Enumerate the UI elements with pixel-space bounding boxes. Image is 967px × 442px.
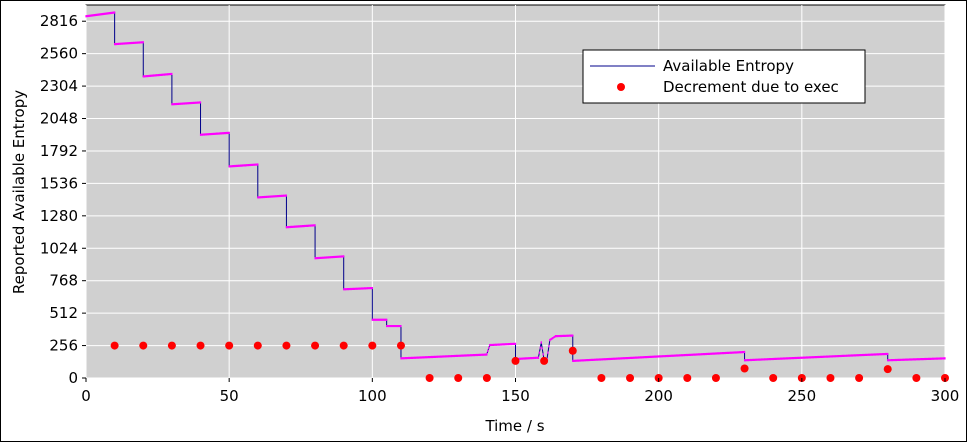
entropy-marker-run [114, 41, 144, 46]
exec-point [396, 341, 405, 350]
y-axis-label: Reported Available Entropy [10, 90, 28, 294]
y-tick-label: 1536 [40, 174, 78, 192]
y-tick-label: 256 [49, 337, 78, 355]
exec-point [225, 341, 234, 350]
x-tick-label: 150 [501, 387, 530, 405]
exec-point [855, 374, 864, 382]
exec-point [282, 341, 291, 350]
y-tick-label: 1792 [40, 142, 78, 160]
x-tick-label: 300 [931, 387, 960, 405]
exec-point [454, 374, 463, 382]
y-tick-label: 512 [49, 304, 78, 322]
exec-point [912, 374, 921, 382]
exec-point [711, 374, 720, 382]
y-tick-label: 0 [68, 369, 78, 387]
y-tick-label: 2048 [40, 110, 78, 128]
exec-point [597, 374, 606, 382]
series-available-entropy [85, 11, 946, 362]
exec-point [110, 341, 119, 350]
y-tick-label: 768 [49, 272, 78, 290]
entropy-marker-run [85, 11, 116, 18]
exec-point [883, 365, 892, 374]
entropy-marker-run [343, 286, 373, 291]
entropy-marker-run [743, 352, 889, 362]
exec-point [568, 346, 577, 355]
entropy-marker-run [199, 131, 230, 136]
exec-point [540, 356, 549, 365]
entropy-marker-run [142, 72, 173, 78]
entropy-marker-run [486, 343, 491, 356]
exec-point [769, 374, 778, 382]
entropy-marker-run [171, 101, 202, 106]
entropy-marker-run [257, 194, 288, 199]
y-tick-label: 1280 [40, 207, 78, 225]
y-tick-label: 2304 [40, 77, 78, 95]
x-tick-label: 100 [358, 387, 387, 405]
entropy-marker-run [549, 335, 557, 342]
exec-point [196, 341, 205, 350]
entropy-marker-run [400, 353, 488, 360]
legend-box [582, 49, 866, 104]
entropy-marker-run [228, 163, 259, 168]
entropy-marker-run [285, 224, 316, 229]
legend-label-decrement-exec: Decrement due to exec [663, 78, 839, 96]
exec-point [167, 341, 176, 350]
x-tick-label: 50 [220, 387, 239, 405]
y-axis-ticks: 0 256 512 768 1024 1280 1536 1792 2048 2304 2560 28… [40, 12, 86, 387]
legend-dot-swatch [617, 83, 625, 91]
exec-point [740, 364, 749, 373]
entropy-marker-run [572, 350, 746, 362]
x-tick-label: 200 [644, 387, 673, 405]
series-decrement-exec [110, 341, 949, 382]
y-tick-label: 1024 [40, 239, 78, 257]
exec-point [511, 356, 520, 365]
exec-point [826, 374, 835, 382]
exec-point [139, 341, 148, 350]
entropy-marker-run [314, 255, 345, 260]
exec-point [482, 374, 491, 382]
exec-point [425, 374, 434, 382]
exec-point [683, 374, 692, 382]
y-tick-label: 2560 [40, 45, 78, 63]
entropy-marker-run [887, 357, 946, 362]
exec-point [339, 341, 348, 350]
exec-point [368, 341, 377, 350]
entropy-marker-run [540, 341, 545, 362]
x-axis-ticks: 0 50 100 150 200 250 300 [81, 378, 959, 405]
exec-point [311, 341, 320, 350]
legend: Available Entropy Decrement due to exec [582, 49, 866, 104]
x-tick-label: 250 [788, 387, 817, 405]
entropy-marker-run [537, 341, 542, 359]
x-tick-label: 0 [81, 387, 91, 405]
y-tick-label: 2816 [40, 12, 78, 30]
x-axis-label: Time / s [484, 417, 544, 435]
exec-point [626, 374, 635, 382]
entropy-marker-run [489, 342, 517, 347]
legend-label-available-entropy: Available Entropy [663, 57, 794, 75]
exec-point [253, 341, 262, 350]
entropy-marker-run [554, 334, 574, 338]
